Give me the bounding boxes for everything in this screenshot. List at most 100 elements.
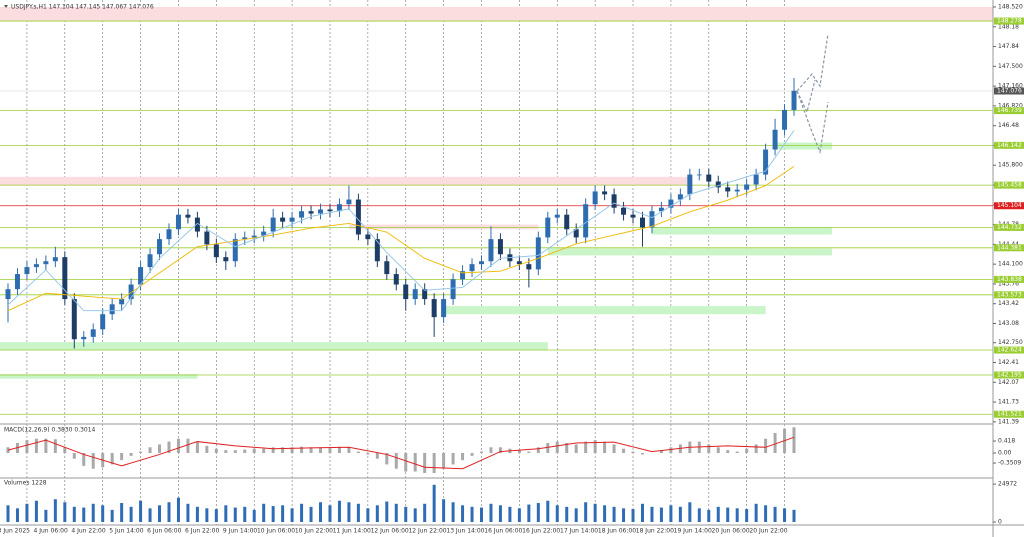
volume-bar	[413, 508, 417, 522]
volume-bar	[148, 508, 152, 522]
macd-bar	[480, 451, 483, 453]
volume-bar	[565, 506, 569, 522]
macd-signal	[7, 436, 795, 470]
level-label: 145.104	[997, 202, 1022, 209]
candle-body	[545, 217, 551, 238]
macd-bar	[281, 447, 285, 453]
x-tick-label: 10 Jun 06:00	[257, 528, 295, 535]
candle-body	[479, 261, 484, 265]
zone	[0, 374, 198, 379]
macd-bar	[640, 453, 644, 455]
volume-bar	[650, 506, 654, 522]
candle-body	[336, 204, 342, 212]
candle-body	[639, 217, 645, 228]
candle-body	[535, 237, 541, 270]
y-tick-label: 147.84	[998, 43, 1019, 50]
candle-body	[166, 229, 172, 240]
volume-bar	[716, 506, 720, 522]
zone	[775, 142, 832, 150]
candle-body	[715, 181, 721, 188]
volume-bar	[783, 508, 787, 522]
level-label-box	[994, 244, 1024, 252]
zone	[348, 224, 539, 230]
chart-title: USDJPY.s,H1 147.104 147.145 147.067 147.…	[11, 4, 154, 11]
macd-bar	[451, 453, 455, 465]
volume-bar	[688, 502, 692, 522]
zone	[547, 248, 832, 256]
candle-body	[81, 336, 87, 340]
x-tick-label: 12 Jun 06:00	[371, 528, 409, 535]
candle-body	[14, 274, 20, 290]
candle-body	[677, 194, 683, 200]
volume-bar	[82, 507, 86, 522]
volume-bar	[34, 500, 38, 522]
macd-bar	[271, 447, 275, 453]
candle-body	[706, 174, 712, 182]
volume-bar	[584, 502, 588, 522]
macd-bar	[574, 444, 578, 453]
candle-body	[469, 264, 475, 272]
macd-bar	[252, 448, 256, 453]
macd-bar	[745, 448, 749, 453]
macd-bar	[612, 444, 616, 453]
candle-body	[488, 239, 494, 262]
volume-bar	[6, 505, 10, 522]
volume-bar	[63, 502, 67, 522]
candle-body	[384, 261, 390, 275]
macd-bar	[158, 444, 162, 453]
candle-body	[261, 231, 267, 236]
candle-body	[497, 239, 503, 255]
volume-bar	[25, 503, 29, 522]
projection-arrows	[796, 33, 829, 155]
volume-bar	[233, 507, 237, 522]
zone	[443, 306, 766, 315]
current-price-box	[994, 87, 1024, 95]
level-label: 142.624	[997, 347, 1022, 354]
level-label-box	[994, 291, 1024, 299]
candle-body	[658, 207, 664, 212]
macd-bar	[148, 447, 152, 453]
candle-body	[327, 209, 333, 212]
macd-bar	[290, 447, 294, 453]
volume-bar	[669, 505, 673, 522]
candle-body	[564, 214, 570, 230]
volume-bar	[593, 503, 597, 522]
macd-bar	[328, 447, 332, 453]
candle-body	[242, 237, 248, 240]
candle-body	[109, 304, 115, 315]
volume-bar	[697, 508, 701, 522]
y-tick-label: 148.18	[998, 23, 1019, 30]
macd-bar	[375, 453, 379, 459]
volume-bar	[546, 500, 550, 522]
candle-body	[772, 129, 778, 150]
macd-bar	[34, 438, 38, 453]
candle-body	[668, 199, 674, 208]
moving-average	[7, 166, 795, 312]
macd-bar	[716, 447, 720, 453]
macd-bar	[442, 453, 446, 469]
macd-bar	[565, 443, 569, 453]
level-label: 148.278	[997, 18, 1022, 25]
candle-body	[412, 289, 418, 300]
x-tick-label: 10 Jun 22:00	[295, 528, 333, 535]
candle-body	[374, 239, 380, 262]
volume-bar	[243, 506, 247, 522]
y-tick-label: 146.48	[998, 122, 1019, 129]
candle-body	[554, 214, 560, 218]
volume-bar	[480, 507, 483, 522]
level-label-box	[994, 107, 1024, 115]
candle-body	[526, 264, 532, 270]
candle-body	[33, 264, 39, 268]
volume-bar	[309, 506, 313, 522]
macd-bar	[91, 453, 95, 469]
macd-bar	[224, 450, 228, 453]
volume-bar	[356, 503, 360, 522]
candle-body	[289, 217, 295, 222]
candle-body	[725, 187, 731, 192]
macd-bar	[546, 443, 550, 453]
volume-bar	[659, 507, 663, 522]
macd-bar	[120, 453, 124, 461]
volume-bar	[72, 506, 76, 522]
candle-body	[194, 217, 200, 232]
